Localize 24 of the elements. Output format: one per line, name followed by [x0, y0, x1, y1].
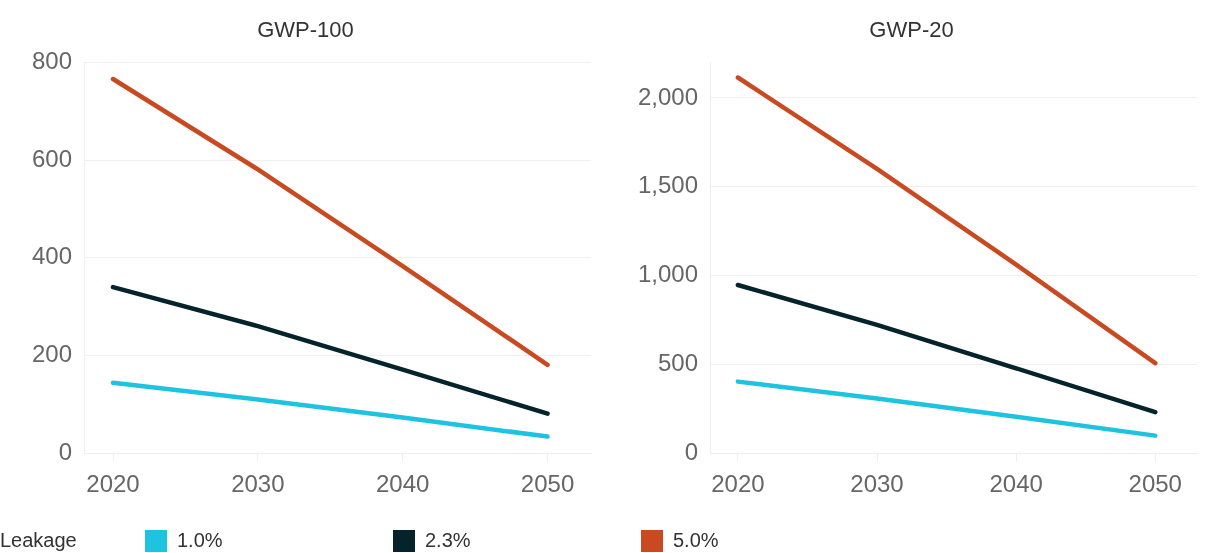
x-tick-label: 2030: [231, 470, 285, 498]
legend-title: Leakage: [0, 528, 77, 553]
legend-label: 1.0%: [177, 529, 223, 552]
y-tick-label: 0: [58, 437, 73, 465]
y-tick-label: 500: [658, 349, 699, 377]
y-tick-label: 200: [32, 340, 73, 368]
x-tick-label: 2020: [86, 470, 140, 498]
x-tick-label: 2020: [711, 470, 765, 498]
chart-title: GWP-20: [869, 17, 954, 43]
y-tick-label: 1,000: [638, 260, 699, 288]
y-tick-label: 800: [32, 47, 73, 75]
legend-label: 2.3%: [425, 529, 471, 552]
x-tick-label: 2040: [376, 470, 430, 498]
y-tick-label: 2,000: [638, 82, 699, 110]
x-tick-label: 2030: [850, 470, 904, 498]
x-tick-label: 2050: [520, 470, 575, 498]
chart-title: GWP-100: [257, 17, 354, 43]
y-tick-label: 0: [684, 437, 699, 465]
y-tick-label: 400: [32, 242, 73, 270]
legend-label: 5.0%: [673, 529, 719, 552]
y-tick-label: 600: [32, 144, 73, 172]
x-tick-label: 2040: [989, 470, 1043, 498]
x-tick-label: 2050: [1128, 470, 1182, 498]
y-tick-label: 1,500: [638, 171, 699, 199]
